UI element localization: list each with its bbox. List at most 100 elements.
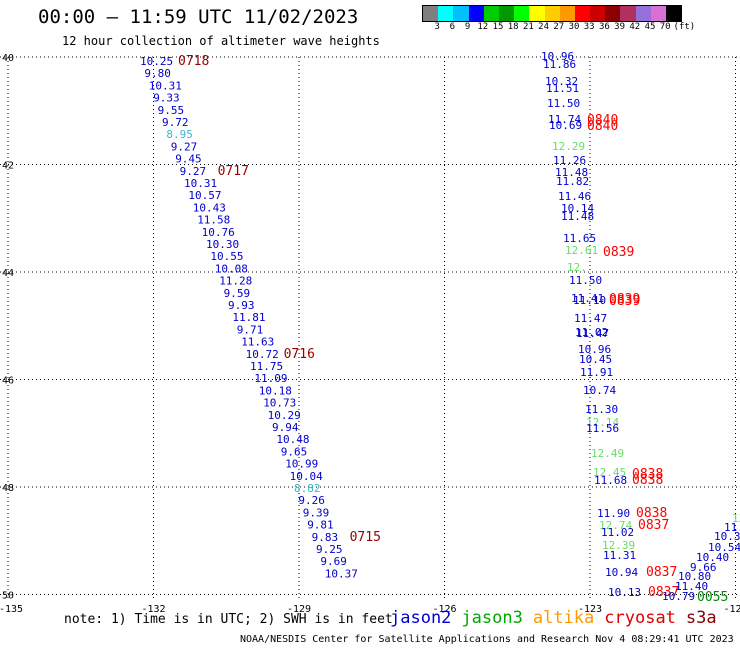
swh-value: 10.48: [276, 433, 309, 446]
swh-value: 11.58: [197, 214, 230, 227]
swh-value: 10.73: [263, 397, 296, 410]
swh-value: 10.96: [578, 343, 611, 356]
swh-value: 9.45: [175, 153, 202, 166]
swh-value: 9.59: [224, 287, 251, 300]
color-scale-tick: 9: [464, 22, 471, 32]
swh-value: 10.76: [202, 226, 235, 239]
swh-value: 10.54: [708, 541, 740, 554]
swh-value: 11.81: [232, 311, 265, 324]
swh-value: 12.61: [565, 244, 598, 257]
swh-value: 12.: [567, 261, 587, 274]
pass-time-label: 0838: [632, 473, 663, 488]
color-scale-tick: 45: [644, 22, 656, 32]
swh-value: 11.50: [547, 97, 580, 110]
pass-time-label: 0716: [284, 347, 315, 362]
pass-time-label: 0839: [609, 294, 640, 309]
swh-value: 10.72: [246, 348, 279, 361]
swh-value: 10.96: [541, 50, 574, 63]
legend-altika: altika: [532, 608, 595, 628]
color-scale-tick: 70: [659, 22, 671, 32]
color-scale-tick: (ft): [673, 22, 696, 32]
swh-value: 10.55: [210, 250, 243, 263]
swh-value: 10.74: [583, 384, 616, 397]
color-swatch: [453, 6, 469, 21]
swh-value: 11.10: [573, 294, 606, 307]
lon-tick-label: -135: [0, 604, 23, 615]
swh-value: 10.45: [579, 353, 612, 366]
color-scale-tick: 12: [477, 22, 489, 32]
swh-value: 9.71: [237, 323, 263, 336]
swh-value: 12.49: [591, 447, 624, 460]
pass-time-label: 0839: [603, 245, 634, 260]
color-scale-ticks: 3 6 9 12 15 18 21 24 27 30 33 36 39 42 45 70 (ft): [422, 22, 740, 36]
swh-value: 10.69: [549, 119, 582, 132]
swh-value: 11.82: [556, 175, 589, 188]
lon-tick-label: -120: [723, 604, 740, 615]
credit-line: NOAA/NESDIS Center for Satellite Applica…: [240, 634, 734, 645]
swh-value: 10.31: [184, 177, 217, 190]
swh-value: 12.45: [593, 466, 626, 479]
color-swatch: [635, 6, 651, 21]
swh-value: 10.13: [608, 586, 641, 599]
swh-value: 9.27: [180, 165, 207, 178]
pass-time-label: 0837: [648, 585, 679, 600]
color-swatch: [590, 6, 606, 21]
swh-value: 12.39: [602, 539, 635, 552]
swh-value: 9.33: [153, 92, 180, 105]
pass-time-label: 0715: [350, 530, 381, 545]
swh-value: 11.47: [574, 312, 607, 325]
swh-value: 11.47: [576, 327, 609, 340]
satellite-tracks: 10.259.8010.319.339.559.728.959.279.459.…: [140, 50, 740, 605]
swh-value: 12.74: [599, 519, 632, 532]
swh-value: 10.37: [325, 567, 358, 580]
swh-value: 10.32: [714, 530, 740, 543]
color-swatch: [574, 6, 591, 21]
map-title: 00:00 — 11:59 UTC 11/02/2023: [38, 6, 359, 28]
swh-value: 11.26: [553, 154, 586, 167]
pass-time-label: 0055: [697, 590, 728, 605]
color-scale-tick: 15: [492, 22, 504, 32]
swh-value: 11.63: [241, 336, 274, 349]
footnote: note: 1) Time is in UTC; 2) SWH is in fe…: [64, 612, 393, 627]
color-swatch: [498, 6, 515, 21]
lon-tick-label: -123: [578, 604, 602, 615]
lat-lon-grid: [0, 56, 740, 598]
swh-value: 10.79: [662, 590, 695, 603]
pass-time-label: 0838: [636, 506, 667, 521]
swh-value: 9.81: [307, 519, 334, 532]
satellite-legend: jason2 jason3 altika cryosat s3a: [390, 608, 727, 628]
color-swatch: [544, 6, 560, 21]
pass-time-label: 0840: [587, 113, 618, 128]
swh-value: 9.39: [303, 506, 330, 519]
swh-value: 10.80: [678, 570, 711, 583]
swh-value: 8.95: [166, 128, 193, 141]
swh-value: 11.48: [555, 166, 588, 179]
swh-value: 12.14: [586, 416, 619, 429]
color-scale-tick: 3: [434, 22, 440, 32]
color-swatch: [605, 6, 621, 21]
lon-tick-label: -129: [287, 604, 311, 615]
color-swatch: [559, 6, 575, 21]
color-swatch: [423, 6, 439, 21]
lat-tick-label: 46: [2, 376, 14, 387]
swh-value: 10.57: [188, 189, 221, 202]
swh-value: 11.46: [558, 190, 591, 203]
swh-value: 11.30: [585, 403, 618, 416]
pass-time-label: 0839: [609, 292, 640, 307]
swh-value: 10.04: [290, 470, 323, 483]
swh-value: 9.94: [272, 421, 299, 434]
color-scale-tick: 39: [614, 22, 626, 32]
lat-tick-label: 42: [2, 161, 14, 172]
swh-value: 11.: [724, 521, 740, 534]
swh-value: 11.28: [219, 275, 252, 288]
swh-value: 10.18: [259, 384, 292, 397]
pass-time-label: 0837: [638, 518, 669, 533]
color-swatch: [438, 6, 454, 21]
swh-value: 11.75: [250, 360, 283, 373]
lon-tick-label: -132: [141, 604, 165, 615]
swh-value: 9.55: [158, 104, 185, 117]
color-scale-tick: 6: [449, 22, 456, 32]
swh-value: 11.90: [597, 507, 630, 520]
swh-value: 11.41: [571, 292, 604, 305]
pass-time-label: 0718: [178, 54, 209, 69]
